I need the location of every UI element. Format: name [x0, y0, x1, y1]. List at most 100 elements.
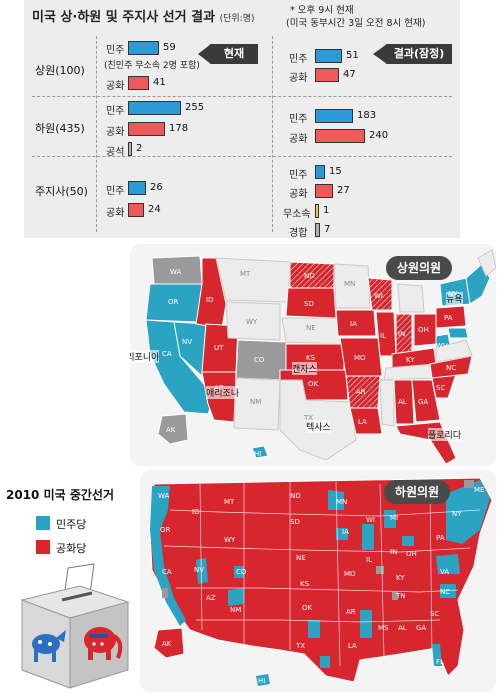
city-label-newyork: 뉴욕	[446, 292, 463, 305]
senate-result-dem-label: 민주	[289, 54, 308, 65]
svg-text:OK: OK	[302, 604, 313, 612]
city-label-arizona: 애리조나	[206, 386, 240, 399]
gov-current-dem-bar	[128, 181, 146, 195]
house-dem-co	[234, 566, 244, 578]
svg-text:OR: OR	[168, 298, 179, 306]
svg-text:MS: MS	[378, 624, 389, 632]
house-result-rep-label: 공화	[289, 134, 308, 145]
svg-text:VA: VA	[440, 568, 449, 576]
svg-text:ID: ID	[206, 296, 213, 304]
gov-result-rep-label: 공화	[289, 189, 308, 200]
senate-current-dem-value: 59	[163, 42, 176, 53]
svg-text:ME: ME	[474, 486, 484, 494]
svg-text:MT: MT	[224, 498, 235, 506]
svg-text:IL: IL	[380, 332, 386, 340]
senate-row-label: 상원(100)	[35, 64, 85, 77]
senate-map: WA OR NV CA ID UT AZ CO ND SD KS OK IA M…	[130, 244, 496, 466]
svg-text:ND: ND	[290, 492, 301, 500]
results-panel	[24, 0, 460, 238]
svg-text:WV: WV	[436, 342, 448, 350]
svg-text:NV: NV	[194, 566, 204, 574]
svg-text:NY: NY	[452, 510, 462, 518]
gov-result-close-value: 7	[324, 224, 331, 235]
current-tag: 현재	[210, 44, 258, 64]
svg-text:WI: WI	[366, 516, 375, 524]
svg-text:KY: KY	[406, 356, 415, 364]
svg-text:NM: NM	[230, 606, 241, 614]
state-ia	[335, 309, 377, 337]
state-mi	[397, 283, 425, 313]
city-label-texas: 텍사스	[306, 420, 331, 433]
svg-text:KY: KY	[396, 574, 405, 582]
svg-text:IA: IA	[342, 528, 349, 536]
svg-text:LA: LA	[348, 642, 357, 650]
house-current-rep-value: 178	[169, 123, 189, 134]
svg-text:SC: SC	[430, 610, 439, 618]
svg-text:GA: GA	[416, 624, 426, 632]
svg-text:AR: AR	[356, 388, 366, 396]
house-dem-west-coast	[150, 486, 186, 626]
svg-text:CO: CO	[254, 356, 265, 364]
house-map-svg: WA OR ID MT ND SD WY NV CO NE CA AZ NM K…	[149, 477, 493, 686]
svg-text:TN: TN	[395, 592, 406, 600]
time-note-2: (미국 동부시간 3일 오전 8시 현재)	[286, 18, 426, 29]
house-dem-tx	[308, 620, 320, 638]
gov-current-dem-label: 민주	[106, 186, 125, 197]
svg-text:ID: ID	[192, 508, 199, 516]
house-current-vacant-label: 공석	[106, 147, 125, 158]
state-mo	[339, 337, 383, 377]
city-label-kansas: 캔자스	[292, 362, 317, 375]
svg-text:OH: OH	[406, 550, 417, 558]
svg-text:WY: WY	[224, 536, 236, 544]
gov-result-rep-bar	[315, 184, 333, 198]
svg-text:OK: OK	[308, 380, 319, 388]
svg-text:NE: NE	[306, 324, 316, 332]
senate-result-rep-bar	[315, 68, 339, 82]
svg-text:NC: NC	[440, 588, 450, 596]
svg-text:UT: UT	[214, 344, 224, 352]
state-md	[447, 327, 469, 339]
house-dem-mi	[384, 510, 396, 528]
house-dem-fl	[432, 644, 442, 666]
house-dem-ne-corridor	[446, 480, 490, 544]
senate-current-rep-bar	[128, 76, 149, 90]
gov-result-ind-value: 1	[323, 205, 330, 216]
senate-current-rep-value: 41	[153, 77, 166, 88]
svg-text:CO: CO	[236, 568, 247, 576]
state-wy	[225, 301, 281, 341]
house-map-badge: 하원의원	[384, 480, 450, 504]
senate-current-rep-label: 공화	[106, 81, 125, 92]
svg-text:MT: MT	[240, 270, 251, 278]
house-undecided-2	[376, 566, 384, 574]
current-tag-arrow	[198, 44, 211, 64]
gov-current-rep-label: 공화	[106, 208, 125, 219]
svg-text:AL: AL	[398, 398, 407, 406]
svg-text:KS: KS	[306, 354, 316, 362]
svg-text:MO: MO	[354, 354, 366, 362]
svg-text:AK: AK	[166, 426, 176, 434]
svg-text:AK: AK	[162, 640, 172, 648]
svg-text:LA: LA	[358, 418, 367, 426]
house-dem-mn	[328, 490, 344, 510]
house-result-rep-bar	[315, 129, 365, 143]
house-current-rep-bar	[128, 122, 165, 136]
house-undecided-3	[392, 592, 398, 600]
svg-text:NC: NC	[446, 364, 456, 372]
svg-text:AL: AL	[398, 624, 407, 632]
svg-text:FL: FL	[436, 658, 444, 666]
svg-text:NV: NV	[182, 338, 192, 346]
row-divider	[32, 96, 452, 97]
state-mn	[333, 263, 371, 309]
svg-text:MO: MO	[344, 570, 356, 578]
state-ak	[157, 413, 189, 445]
senate-map-svg: WA OR NV CA ID UT AZ CO ND SD KS OK IA M…	[145, 249, 496, 465]
svg-text:GA: GA	[418, 398, 428, 406]
senate-current-dem-note: (친민주 무소속 2명 포함)	[104, 61, 200, 71]
city-label-florida: 플로리다	[428, 428, 462, 441]
svg-text:SD: SD	[304, 300, 314, 308]
state-ne-states	[465, 263, 491, 305]
svg-text:IN: IN	[390, 548, 397, 556]
gov-result-ind-label: 무소속	[283, 209, 311, 220]
legend-rep-label: 공화당	[56, 542, 87, 555]
house-current-vacant-value: 2	[136, 143, 143, 154]
